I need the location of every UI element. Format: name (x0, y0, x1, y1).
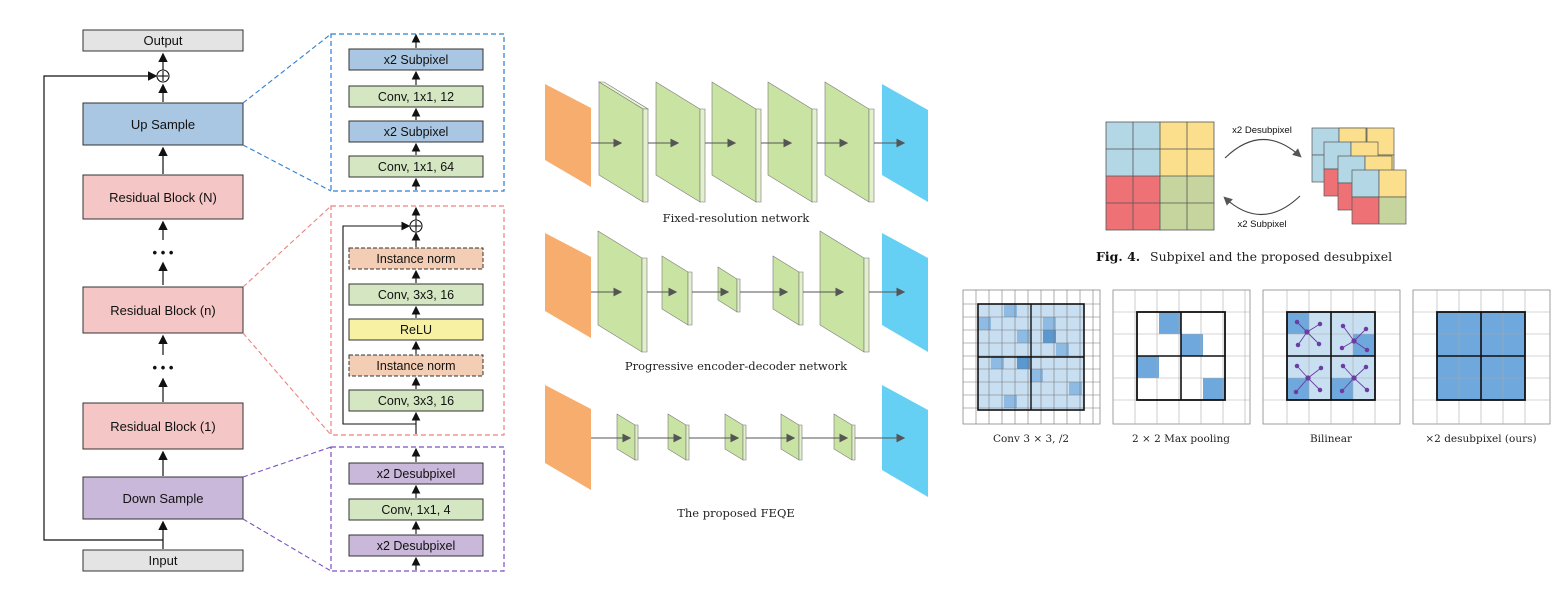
downsample-detail-panel: x2 Desubpixel Conv, 1x1, 4 x2 Desubpixel (330, 446, 505, 572)
upsample-step-1-label: x2 Subpixel (384, 53, 449, 67)
residual-step-3-label: ReLU (400, 323, 432, 337)
downsample-step-3 (348, 534, 484, 557)
upsample-step-4-label: Conv, 1x1, 64 (378, 160, 454, 174)
output-label: Output (143, 33, 182, 48)
residual-block-1 (82, 402, 244, 450)
bilinear-sampling-points (1293, 319, 1370, 395)
residual-skip-connection (342, 221, 416, 425)
down-sample-label: Down Sample (123, 491, 204, 506)
residual-step-4-label: Instance norm (376, 359, 455, 373)
input-image-layer (545, 233, 591, 338)
upsample-step-2 (348, 85, 484, 108)
fig4-subpixel-desubpixel: x2 Desubpixel x2 Subpixel (1096, 121, 1407, 264)
progressive-caption: Progressive encoder-decoder network (625, 359, 848, 373)
downsample-step-1-label: x2 Desubpixel (377, 467, 456, 481)
residual-step-3 (348, 318, 484, 341)
residual-block-n-upper-label: Residual Block (N) (109, 190, 217, 205)
upsample-step-3 (348, 120, 484, 143)
feature-layer (667, 413, 687, 461)
residual-step-5 (348, 389, 484, 412)
channel-stack (1311, 127, 1407, 225)
fixed-resolution-network: Fixed-resolution network (545, 81, 928, 225)
residual-step-5-label: Conv, 3x3, 16 (378, 394, 454, 408)
pixel-grid-4x4 (1105, 121, 1215, 231)
bilinear-panel: Bilinear (1262, 289, 1401, 445)
feature-layer (616, 413, 636, 461)
residual-step-2-label: Conv, 3x3, 16 (378, 288, 454, 302)
output-image-layer (882, 385, 928, 497)
upsample-step-2-label: Conv, 1x1, 12 (378, 90, 454, 104)
residual-block-n-upper (82, 174, 244, 220)
maxpool-caption: 2 × 2 Max pooling (1132, 433, 1230, 445)
conv-panel: Conv 3 × 3, /2 (962, 289, 1101, 445)
desubpixel-arrow-label: x2 Desubpixel (1232, 125, 1292, 136)
input-image-layer (545, 385, 591, 490)
feature-layer (717, 266, 738, 313)
desubpixel-caption: ×2 desubpixel (ours) (1425, 433, 1536, 445)
up-sample-label: Up Sample (131, 117, 195, 132)
residual-step-4 (348, 354, 484, 377)
downsample-step-2 (348, 498, 484, 521)
upsample-step-3-label: x2 Subpixel (384, 125, 449, 139)
global-skip-connection (43, 71, 163, 541)
input-label: Input (149, 553, 178, 568)
fig4-caption-text: Subpixel and the proposed desubpixel (1150, 249, 1392, 264)
feature-layer (598, 81, 644, 203)
architecture-diagram: Output Up Sample Residual Block (N) • • … (43, 29, 332, 572)
residual-detail-panel: Instance norm Conv, 3x3, 16 ReLU Instanc… (330, 205, 505, 436)
up-sample-block (82, 102, 244, 146)
residual-block-1-label: Residual Block (1) (110, 419, 216, 434)
residual-step-1 (348, 247, 484, 270)
downsampling-comparison: Conv 3 × 3, /2 2 × 2 Max pooling (962, 289, 1551, 445)
input-block (82, 549, 244, 572)
subpixel-arrow (1223, 195, 1301, 216)
residual-block-n-middle-label: Residual Block (n) (110, 303, 216, 318)
downsample-step-3-label: x2 Desubpixel (377, 539, 456, 553)
desubpixel-panel: ×2 desubpixel (ours) (1412, 289, 1551, 445)
feature-layer (780, 413, 800, 461)
residual-step-2 (348, 283, 484, 306)
feature-layer (711, 81, 757, 203)
feqe-caption: The proposed FEQE (677, 506, 795, 520)
feature-layer (724, 413, 744, 461)
maxpool-panel: 2 × 2 Max pooling (1112, 289, 1251, 445)
down-sample-block (82, 476, 244, 520)
ellipsis-lower: • • • (153, 360, 174, 375)
fig4-caption-label: Fig. 4. (1096, 249, 1140, 264)
upsample-step-4 (348, 155, 484, 178)
residual-step-1-label: Instance norm (376, 252, 455, 266)
bilinear-caption: Bilinear (1310, 433, 1353, 445)
fixed-resolution-caption: Fixed-resolution network (663, 211, 811, 225)
feature-layer (767, 81, 813, 203)
feature-layer (833, 413, 853, 461)
downsample-step-1 (348, 462, 484, 485)
output-block (82, 29, 244, 52)
feature-layer (824, 81, 870, 203)
upsample-detail-panel: x2 Subpixel Conv, 1x1, 12 x2 Subpixel Co… (330, 33, 505, 192)
feature-layer (661, 255, 689, 326)
feature-layer (655, 81, 701, 203)
downsample-step-2-label: Conv, 1x1, 4 (381, 503, 450, 517)
residual-block-n-middle (82, 286, 244, 334)
desubpixel-arrow (1224, 138, 1302, 159)
progressive-network: Progressive encoder-decoder network (545, 230, 928, 373)
upsample-step-1 (348, 48, 484, 71)
conv-caption: Conv 3 × 3, /2 (993, 433, 1069, 445)
input-image-layer (545, 84, 591, 187)
ellipsis-upper: • • • (153, 245, 174, 260)
subpixel-arrow-label: x2 Subpixel (1237, 219, 1286, 230)
feature-layer (772, 255, 800, 326)
feqe-network: The proposed FEQE (545, 385, 928, 520)
